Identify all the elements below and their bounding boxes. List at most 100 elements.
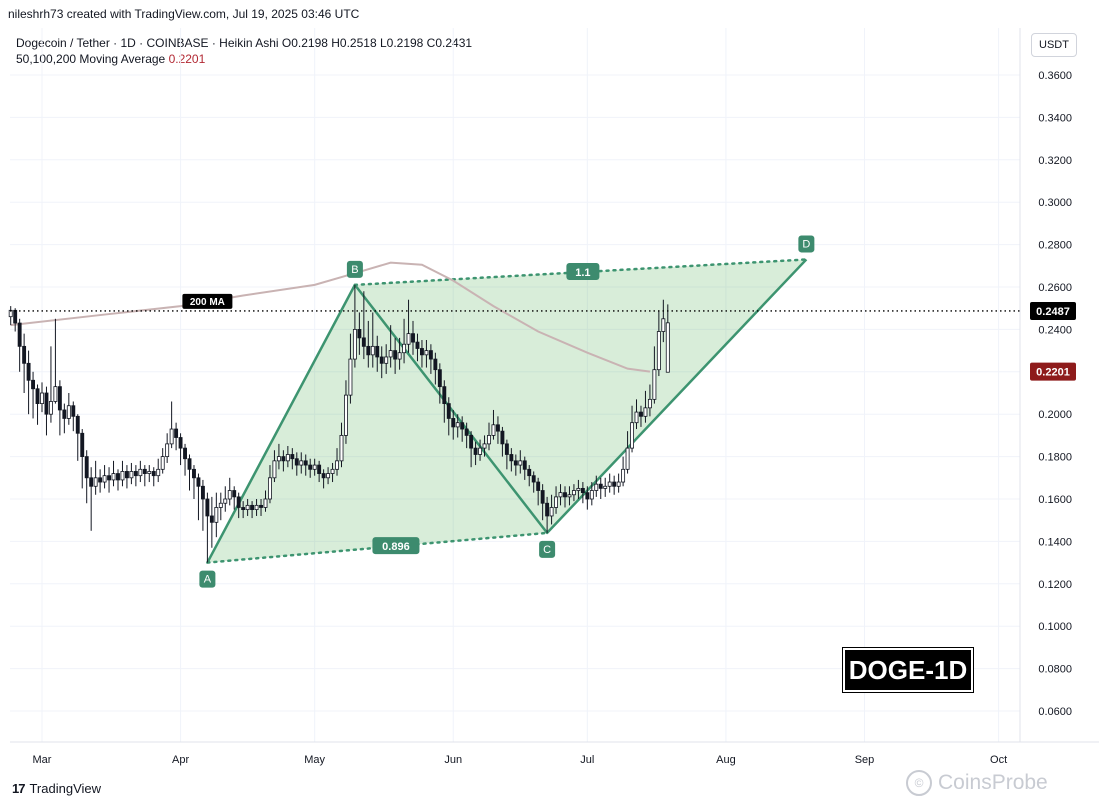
candle-body	[259, 504, 263, 508]
candle	[487, 422, 491, 451]
candle-body	[62, 409, 67, 419]
currency-selector[interactable]: USDT	[1031, 33, 1077, 57]
candle	[589, 482, 594, 506]
candle	[138, 460, 143, 483]
candle-body	[31, 379, 36, 390]
candle	[232, 486, 237, 510]
candle-body	[652, 369, 657, 400]
chart-grid	[10, 28, 1099, 743]
point-label-bg	[346, 260, 363, 278]
ma-200-label: 200 MA	[182, 293, 233, 309]
candle	[647, 384, 652, 417]
candle-body	[326, 473, 331, 479]
candle	[460, 416, 465, 442]
tradingview-logo[interactable]: 17 TradingView	[12, 781, 101, 796]
candle-body	[165, 443, 170, 458]
candle-body	[35, 388, 40, 405]
candle-body	[89, 477, 94, 487]
candle	[57, 380, 62, 436]
pattern-legs	[206, 258, 808, 564]
candle-body	[200, 485, 205, 500]
candle	[13, 308, 18, 332]
last-price-tag	[1030, 301, 1076, 320]
candle	[344, 380, 348, 444]
candle-body	[84, 456, 89, 479]
point-label-bg	[798, 235, 815, 253]
time-tick-label: Oct	[990, 754, 1007, 766]
candle-body	[402, 343, 407, 354]
candle-body	[124, 471, 129, 479]
ticker-badge: DOGE-1D	[843, 648, 973, 692]
candle-body	[142, 468, 147, 474]
candle	[370, 312, 375, 368]
candle	[656, 310, 661, 377]
candle-body	[567, 494, 572, 498]
point-label-bg	[199, 570, 216, 588]
candle-body	[344, 394, 348, 436]
candle	[187, 454, 192, 491]
candle	[107, 467, 111, 493]
symbol-line[interactable]: Dogecoin / Tether · 1D · COINBASE · Heik…	[16, 35, 472, 51]
ma-200-label-text: 200 MA	[190, 297, 225, 308]
candle-body	[469, 434, 474, 449]
candle	[151, 467, 156, 487]
candle-body	[518, 460, 523, 466]
candle-body	[424, 350, 429, 356]
candle-body	[580, 487, 585, 494]
candle-body	[236, 496, 241, 508]
candle-body	[375, 345, 380, 358]
candle-body	[536, 481, 541, 491]
candle-body	[218, 502, 223, 508]
candle	[22, 333, 27, 393]
candle	[290, 448, 295, 470]
candle	[223, 486, 228, 512]
candle	[129, 462, 134, 485]
candle	[102, 465, 107, 489]
candle-body	[44, 392, 49, 415]
candle	[478, 439, 483, 461]
candle-body	[634, 411, 639, 424]
candle-body	[196, 477, 201, 487]
candle	[236, 492, 241, 519]
candle-body	[183, 447, 187, 460]
harmonic-pattern	[206, 258, 808, 564]
candle-body	[504, 443, 509, 455]
candle-body	[352, 328, 357, 360]
candle-body	[26, 362, 31, 381]
candle	[411, 320, 415, 355]
candle-body	[625, 447, 630, 470]
candle-body	[630, 422, 634, 449]
candle-body	[223, 498, 228, 504]
candle	[335, 448, 339, 476]
candle-body	[330, 468, 335, 474]
candle	[53, 318, 58, 404]
candle	[361, 291, 366, 360]
ma-indicator-line[interactable]: 50,100,200 Moving Average 0.2201	[16, 51, 472, 67]
candle-body	[393, 350, 398, 360]
candle-body	[563, 492, 567, 498]
ratio-ac-label: 0.896	[372, 537, 420, 555]
candle	[652, 346, 657, 404]
price-tick-label: 0.3200	[1038, 155, 1072, 167]
pattern-fill-abc	[207, 284, 548, 563]
candle-body	[357, 328, 362, 339]
candle-body	[205, 498, 210, 517]
candle	[174, 422, 179, 451]
candle-body	[656, 331, 661, 371]
watermark-text: CoinsProbe	[938, 771, 1048, 794]
candle-body	[129, 471, 134, 479]
candle-body	[13, 309, 18, 324]
candle-body	[120, 471, 125, 481]
candle	[40, 382, 44, 413]
candle-body	[147, 471, 152, 474]
candle	[598, 477, 603, 499]
candle	[80, 429, 85, 489]
candle	[469, 431, 474, 468]
candle-body	[214, 507, 219, 523]
candle-body	[594, 483, 599, 491]
point-label-text: D	[802, 238, 810, 250]
candle	[661, 299, 666, 343]
candle	[227, 477, 232, 506]
ratio-label-text: 0.896	[382, 541, 410, 553]
